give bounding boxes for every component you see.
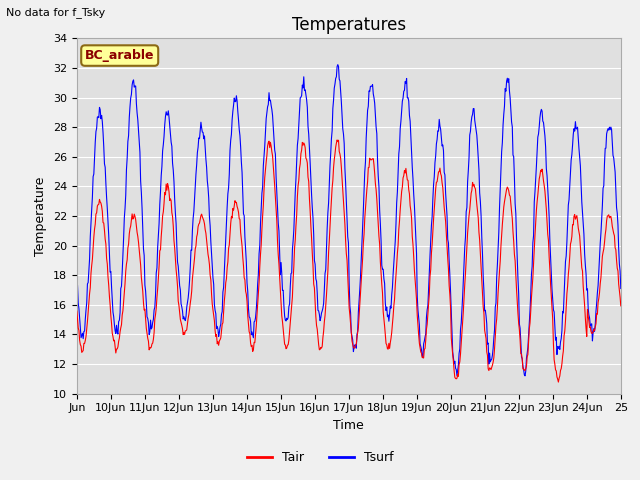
X-axis label: Time: Time: [333, 419, 364, 432]
Text: No data for f_Tsky: No data for f_Tsky: [6, 7, 106, 18]
Title: Temperatures: Temperatures: [292, 16, 406, 34]
Legend: Tair, Tsurf: Tair, Tsurf: [242, 446, 398, 469]
Y-axis label: Temperature: Temperature: [35, 176, 47, 256]
Text: BC_arable: BC_arable: [85, 49, 154, 62]
